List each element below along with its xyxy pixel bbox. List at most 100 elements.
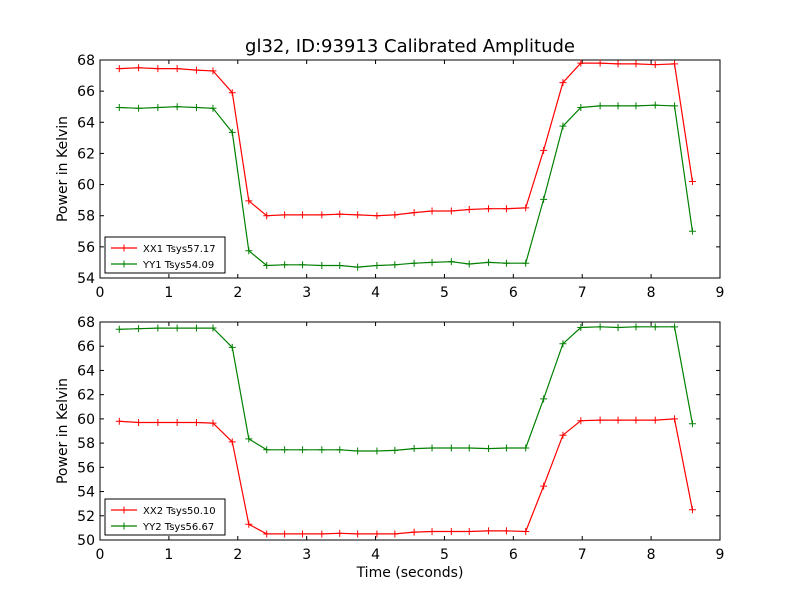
x-tick-label: 3 xyxy=(302,285,311,301)
data-point xyxy=(299,261,307,269)
data-point xyxy=(596,416,604,424)
data-point xyxy=(485,258,493,266)
y-tick-label: 68 xyxy=(77,315,95,331)
data-point xyxy=(228,343,236,351)
x-tick-label: 8 xyxy=(647,285,656,301)
data-point xyxy=(577,323,585,331)
x-axis-label: Time (seconds) xyxy=(356,565,464,581)
legend-marker xyxy=(120,522,128,530)
y-tick-label: 66 xyxy=(77,339,95,355)
data-point xyxy=(522,528,530,536)
x-tick-label: 1 xyxy=(164,285,173,301)
data-point xyxy=(336,446,344,454)
data-point xyxy=(336,529,344,537)
data-point xyxy=(263,530,271,538)
data-point xyxy=(614,416,622,424)
data-point xyxy=(173,419,181,427)
data-point xyxy=(336,210,344,218)
y-tick-label: 50 xyxy=(77,533,95,549)
x-tick-label: 7 xyxy=(578,547,587,563)
series-line-1 xyxy=(119,326,693,452)
data-point xyxy=(465,444,473,452)
data-point xyxy=(391,211,399,219)
data-point xyxy=(173,103,181,111)
x-tick-label: 4 xyxy=(371,285,380,301)
data-point xyxy=(485,445,493,453)
data-point xyxy=(154,103,162,111)
data-point xyxy=(410,209,418,217)
data-point xyxy=(373,530,381,538)
data-point xyxy=(522,259,530,267)
data-point xyxy=(651,323,659,331)
data-point xyxy=(577,103,585,111)
x-tick-label: 1 xyxy=(164,547,173,563)
data-point xyxy=(651,61,659,69)
y-tick-label: 68 xyxy=(77,53,95,69)
legend-label: XX1 Tsys57.17 xyxy=(143,244,216,255)
data-point xyxy=(245,197,253,205)
data-point xyxy=(485,527,493,535)
data-point xyxy=(410,445,418,453)
data-point xyxy=(410,259,418,267)
data-point xyxy=(671,102,679,110)
x-tick-label: 6 xyxy=(509,547,518,563)
data-point xyxy=(135,104,143,112)
data-point xyxy=(391,261,399,269)
data-point xyxy=(447,444,455,452)
data-point xyxy=(354,447,362,455)
legend-marker xyxy=(120,244,128,252)
data-point xyxy=(373,212,381,220)
data-point xyxy=(115,65,123,73)
data-point xyxy=(354,211,362,219)
data-point xyxy=(192,66,200,74)
data-point xyxy=(209,67,217,75)
series-line-0 xyxy=(119,62,693,217)
data-point xyxy=(354,263,362,271)
legend-box xyxy=(104,236,226,274)
data-point xyxy=(263,446,271,454)
x-tick-label: 7 xyxy=(578,285,587,301)
data-point xyxy=(651,101,659,109)
y-tick-label: 56 xyxy=(77,460,95,476)
data-point xyxy=(228,128,236,136)
data-point xyxy=(632,323,640,331)
data-point xyxy=(596,59,604,67)
legend-label: YY1 Tsys54.09 xyxy=(142,260,214,271)
data-point xyxy=(154,419,162,427)
data-point xyxy=(632,102,640,110)
data-point xyxy=(447,528,455,536)
data-point xyxy=(688,506,696,514)
legend-marker xyxy=(120,260,128,268)
x-tick-label: 9 xyxy=(716,285,725,301)
legend-label: YY2 Tsys56.67 xyxy=(142,522,214,533)
data-point xyxy=(651,416,659,424)
data-point xyxy=(115,325,123,333)
data-point xyxy=(559,122,567,130)
data-point xyxy=(281,446,289,454)
data-point xyxy=(428,444,436,452)
data-point xyxy=(336,262,344,270)
data-point xyxy=(465,528,473,536)
data-point xyxy=(688,177,696,185)
data-point xyxy=(228,438,236,446)
data-point xyxy=(522,204,530,212)
data-point xyxy=(135,419,143,427)
data-point xyxy=(245,520,253,528)
data-point xyxy=(299,446,307,454)
data-point xyxy=(245,435,253,443)
y-tick-label: 60 xyxy=(77,178,95,194)
legend: XX2 Tsys50.10 YY2 Tsys56.67 xyxy=(104,498,226,536)
data-point xyxy=(577,417,585,425)
y-tick-label: 58 xyxy=(77,436,95,452)
data-point xyxy=(522,444,530,452)
data-point xyxy=(391,530,399,538)
data-point xyxy=(228,89,236,97)
x-tick-label: 2 xyxy=(233,285,242,301)
y-axis-label: Power in Kelvin xyxy=(55,116,71,222)
data-point xyxy=(192,324,200,332)
data-point xyxy=(502,259,510,267)
data-point xyxy=(632,416,640,424)
data-point xyxy=(154,324,162,332)
